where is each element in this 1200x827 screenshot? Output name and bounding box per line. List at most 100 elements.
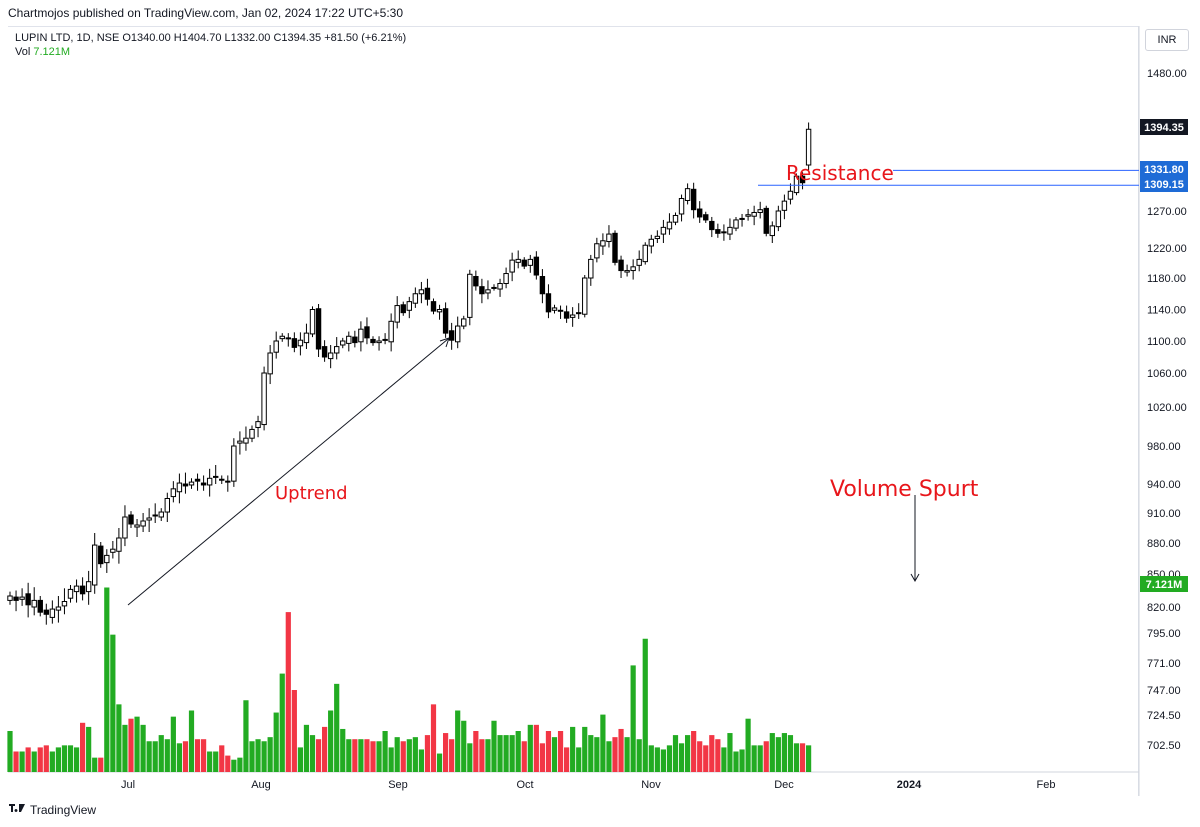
candle-body: [781, 200, 788, 211]
candle-body: [243, 437, 249, 444]
time-tick-label: Aug: [251, 779, 271, 791]
volume-bar: [727, 733, 733, 772]
candle-body: [769, 225, 775, 237]
resistance-high-label-bg: [1140, 161, 1188, 177]
time-tick-label: Nov: [641, 779, 661, 791]
volume-bar: [630, 665, 636, 772]
volume-bar: [509, 735, 515, 772]
candle-body: [98, 545, 104, 565]
candle-body: [128, 514, 134, 525]
candle-body: [424, 287, 431, 300]
time-tick-label: 2024: [897, 779, 922, 791]
volume-bar: [92, 757, 98, 772]
volume-legend: Vol 7.121M: [15, 45, 406, 59]
candle-body: [485, 289, 491, 294]
volume-bar: [182, 741, 189, 772]
volume-bar: [55, 747, 61, 772]
candle-body: [727, 226, 733, 235]
volume-bar: [98, 757, 104, 772]
volume-bar: [134, 716, 140, 772]
volume-bar: [237, 757, 243, 772]
volume-bar: [116, 704, 122, 772]
volume-bar: [86, 726, 92, 772]
candle-body: [388, 320, 394, 343]
volume-bar: [739, 749, 745, 772]
candle-body: [563, 311, 570, 319]
candle-body: [231, 445, 237, 482]
volume-bar: [7, 731, 13, 772]
volume-bar: [110, 634, 116, 772]
volume-bar: [539, 743, 545, 772]
volume-bar: [576, 747, 582, 772]
volume-bar: [666, 745, 673, 772]
volume-bar: [449, 739, 455, 772]
volume-legend-value: 7.121M: [33, 46, 71, 58]
volume-bar: [267, 737, 273, 772]
candle-body: [206, 477, 213, 486]
volume-bar: [455, 710, 461, 772]
candle-body: [757, 209, 763, 213]
candle-body: [200, 482, 207, 486]
volume-bar: [443, 733, 449, 772]
candle-body: [382, 338, 388, 341]
candle-body: [467, 273, 473, 318]
tradingview-label: TradingView: [30, 803, 97, 817]
volume-bar: [140, 724, 146, 772]
candle-body: [461, 318, 467, 327]
volume-bar: [231, 759, 237, 772]
volume-bar: [557, 731, 564, 772]
candle-body: [261, 372, 267, 426]
volume-bar: [769, 733, 775, 772]
candle-body: [690, 188, 697, 211]
candle-body: [545, 293, 552, 313]
candle-body: [303, 332, 310, 344]
candle-body: [799, 175, 806, 184]
volume-bar: [479, 739, 485, 772]
volume-bar: [376, 741, 382, 772]
candle-body: [55, 606, 62, 611]
volume-bar: [73, 747, 80, 772]
volume-bar: [545, 731, 552, 772]
candle-body: [497, 283, 503, 290]
volume-bar: [763, 741, 769, 772]
volume-bar: [497, 735, 503, 772]
volume-bar: [152, 741, 158, 772]
published-by-text: Chartmojos published on TradingView.com,…: [8, 6, 404, 20]
price-tick-label: 1140.00: [1147, 305, 1186, 317]
candle-body: [697, 208, 703, 218]
candle-body: [588, 258, 594, 279]
resistance-annotation: Resistance: [786, 161, 894, 185]
volume-bar: [515, 731, 521, 772]
volume-bar: [461, 720, 467, 772]
candle-body: [715, 229, 721, 234]
resistance-low-label-bg: [1140, 176, 1188, 192]
candle-body: [267, 352, 273, 375]
volume-bar: [612, 737, 618, 772]
candle-body: [672, 214, 679, 223]
candle-body: [600, 240, 606, 247]
volume-bar: [400, 741, 406, 772]
candle-body: [146, 517, 152, 521]
volume-spurt-annotation: Volume Spurt: [830, 477, 979, 502]
candle-body: [551, 307, 558, 311]
candle-body: [370, 338, 376, 344]
volume-bar: [733, 751, 739, 772]
currency-button[interactable]: INR: [1145, 29, 1189, 51]
candle-body: [7, 595, 13, 601]
candle-body: [703, 214, 709, 221]
candle-body: [618, 259, 624, 272]
volume-bar: [31, 751, 37, 772]
volume-bar: [382, 731, 388, 772]
price-tick-label: 1060.00: [1147, 368, 1187, 380]
candle-body: [176, 482, 183, 493]
price-tick-label: 747.00: [1147, 685, 1181, 697]
resistance-high-label: 1331.80: [1144, 164, 1184, 176]
candle-body: [473, 276, 479, 287]
volume-bar: [13, 751, 19, 772]
candle-body: [430, 301, 437, 312]
candle-body: [237, 440, 243, 444]
candle-body: [775, 210, 782, 228]
price-tick-label: 1100.00: [1147, 336, 1186, 348]
volume-bar: [624, 737, 630, 772]
